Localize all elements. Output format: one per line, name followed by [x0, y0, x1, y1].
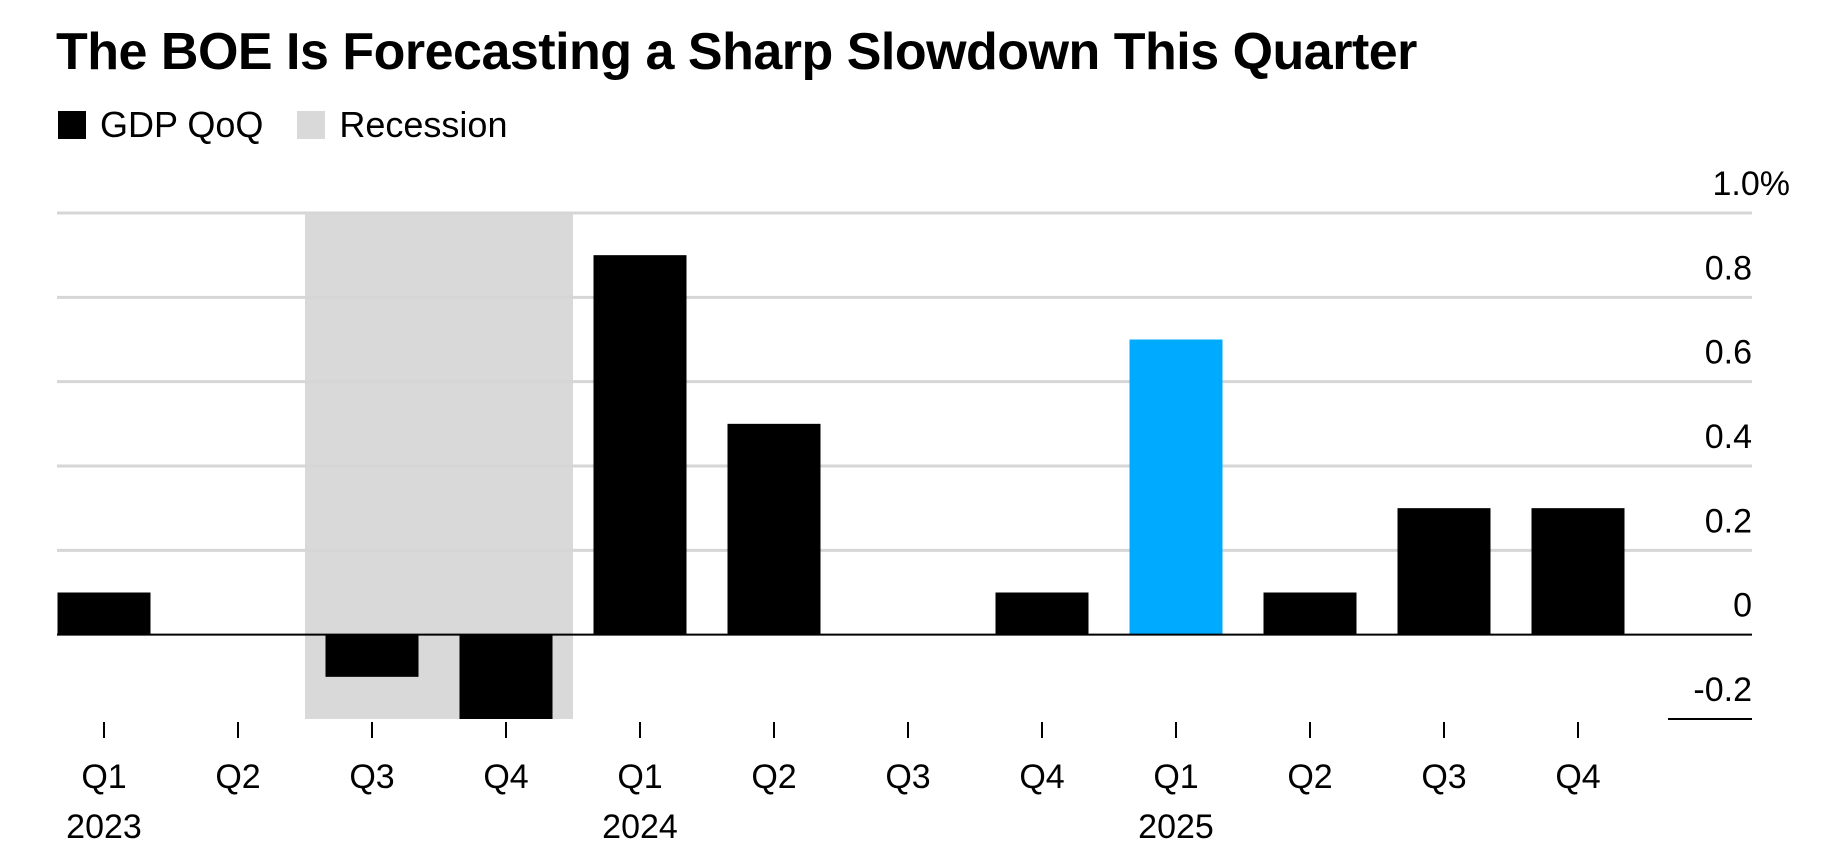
x-tick-label: Q3 — [1421, 758, 1466, 796]
bar — [57, 592, 151, 635]
x-tick-label: Q4 — [1019, 758, 1064, 796]
legend: GDP QoQ Recession — [58, 104, 541, 146]
x-tick-label: Q3 — [349, 758, 394, 796]
x-tick-label: Q2 — [751, 758, 796, 796]
x-tick-label: Q1 — [617, 758, 662, 796]
y-tick-label: -0.2 — [1693, 671, 1752, 709]
x-tick-label: Q4 — [1555, 758, 1600, 796]
x-tick-label: Q2 — [215, 758, 260, 796]
x-tick-label: Q3 — [885, 758, 930, 796]
y-tick-label: 0.2 — [1705, 502, 1752, 540]
legend-item-recession: Recession — [297, 104, 507, 146]
x-tick-label: Q1 — [81, 758, 126, 796]
y-tick-label: 0.8 — [1705, 249, 1752, 287]
x-year-label: 2024 — [602, 808, 678, 846]
bar — [1263, 592, 1357, 635]
x-year-label: 2025 — [1138, 808, 1214, 846]
bar — [459, 634, 553, 719]
chart-title: The BOE Is Forecasting a Sharp Slowdown … — [56, 23, 1417, 81]
bar — [325, 634, 419, 677]
y-tick-label: 0.6 — [1705, 334, 1752, 372]
bar — [1397, 508, 1491, 635]
x-tick-label: Q2 — [1287, 758, 1332, 796]
x-tick-label: Q1 — [1153, 758, 1198, 796]
legend-item-gdp: GDP QoQ — [58, 104, 263, 146]
y-tick-label: 0 — [1733, 587, 1752, 625]
y-tick-label: 0.4 — [1705, 418, 1752, 456]
bar — [593, 255, 687, 635]
y-tick-label: 1.0% — [1713, 165, 1791, 203]
legend-label-gdp: GDP QoQ — [100, 104, 264, 145]
bar — [995, 592, 1089, 635]
bar — [1129, 339, 1223, 635]
legend-swatch-gdp — [58, 111, 86, 139]
legend-swatch-recession — [297, 111, 326, 139]
legend-label-recession: Recession — [339, 104, 508, 145]
bar — [1531, 508, 1625, 635]
x-tick-label: Q4 — [483, 758, 528, 796]
bar — [727, 423, 821, 635]
x-year-label: 2023 — [66, 808, 142, 846]
